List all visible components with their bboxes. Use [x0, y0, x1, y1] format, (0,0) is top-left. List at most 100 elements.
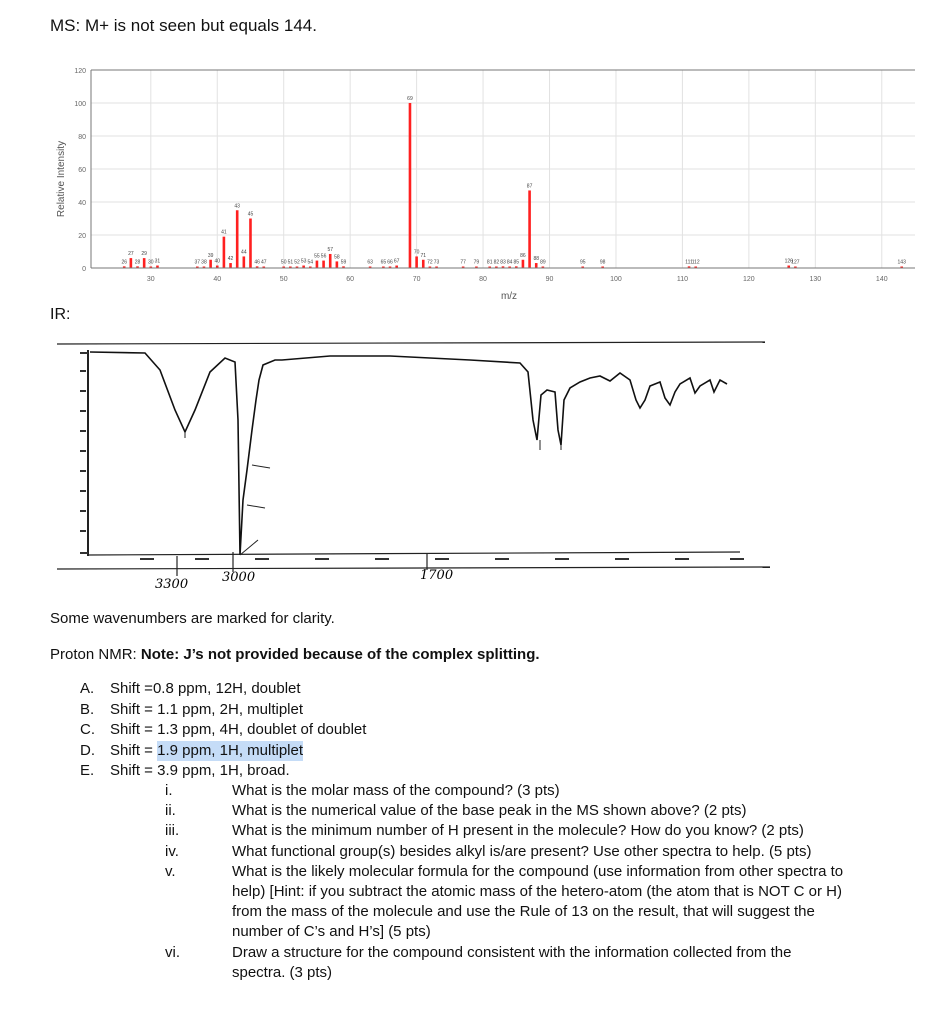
- peak-bar: [122, 266, 126, 268]
- x-tick-label: 80: [479, 276, 487, 283]
- peak-label: 45: [248, 212, 254, 218]
- x-tick-label: 90: [546, 276, 554, 283]
- nmr-signal-list: A. Shift =0.8 ppm, 12H, doublet B. Shift =…: [80, 679, 366, 782]
- peak-label: 59: [341, 259, 347, 265]
- question-item: iv. What functional group(s) besides alky…: [165, 842, 812, 860]
- nmr-note: Note: J’s not provided because of the co…: [140, 646, 540, 663]
- nmr-signal: E. Shift = 3.9 ppm, 1H, broad.: [80, 762, 290, 779]
- peak-bar: [415, 256, 418, 268]
- peak-bar: [315, 260, 319, 268]
- y-tick-label: 0: [82, 266, 86, 273]
- peak-bar: [475, 266, 478, 268]
- wavenumber-3300: 3300: [155, 577, 188, 592]
- peak-bar: [687, 266, 691, 268]
- question-item: vi. Draw a structure for the compound con…: [165, 943, 792, 981]
- peak-bar: [136, 266, 139, 268]
- peak-label: 28: [135, 259, 141, 265]
- y-tick-label: 40: [78, 200, 86, 207]
- peak-label: 143: [898, 260, 907, 266]
- peak-label: 66: [387, 260, 393, 266]
- question-item: i. What is the molar mass of the compound…: [165, 782, 560, 799]
- peak-bar: [222, 236, 226, 268]
- peak-bar: [395, 265, 398, 268]
- peak-label: 42: [228, 256, 234, 262]
- peak-bar: [302, 265, 305, 268]
- y-tick-label: 120: [74, 68, 86, 75]
- peak-bar: [601, 266, 604, 268]
- peak-label: 56: [321, 254, 327, 260]
- peak-label: 72: [427, 260, 433, 266]
- peak-label: 37: [195, 260, 201, 266]
- peak-bar: [196, 266, 199, 268]
- y-tick-label: 20: [78, 233, 86, 240]
- peak-bar: [495, 266, 498, 268]
- x-tick-label: 50: [280, 276, 288, 283]
- peak-bar: [249, 218, 252, 268]
- peak-label: 47: [261, 260, 267, 266]
- ir-note: Some wavenumbers are marked for clarity.: [50, 610, 335, 627]
- x-tick-label: 40: [213, 276, 221, 283]
- x-tick-label: 100: [610, 276, 622, 283]
- peak-bar: [342, 266, 345, 268]
- x-tick-label: 30: [147, 276, 155, 283]
- x-tick-label: 70: [413, 276, 421, 283]
- question-item: iii. What is the minimum number of H pres…: [165, 822, 804, 840]
- peak-bar: [229, 263, 232, 268]
- peak-bar: [328, 253, 332, 268]
- peak-label: 98: [600, 260, 606, 266]
- peak-label: 67: [394, 259, 400, 265]
- peak-label: 71: [420, 253, 426, 259]
- peak-label: 57: [327, 247, 333, 253]
- highlighted-text[interactable]: 1.9 ppm, 1H, multiplet: [157, 740, 304, 761]
- nmr-heading: Proton NMR: Note: J’s not provided becau…: [50, 646, 540, 663]
- peak-bar: [488, 266, 492, 268]
- peak-bar: [282, 266, 286, 268]
- peak-label: 69: [407, 96, 413, 102]
- peak-bar: [215, 265, 219, 268]
- peak-bar: [156, 265, 159, 268]
- peak-bar: [461, 266, 465, 268]
- peak-label: 112: [692, 260, 700, 266]
- peak-label: 52: [294, 260, 300, 266]
- y-tick-label: 80: [78, 134, 86, 141]
- peak-bar: [202, 266, 206, 268]
- peak-bar: [900, 266, 904, 268]
- peak-bar: [382, 266, 385, 268]
- peak-bar: [435, 266, 438, 268]
- peak-bar: [149, 266, 153, 268]
- ir-handwritten-marks: [176, 552, 428, 576]
- peak-label: 70: [414, 249, 420, 255]
- ms-heading: MS: M+ is not seen but equals 144.: [50, 16, 317, 35]
- peak-label: 30: [148, 260, 154, 266]
- peak-bar: [501, 266, 505, 268]
- peak-bar: [129, 258, 133, 268]
- peak-label: 82: [494, 260, 500, 266]
- peak-label: 51: [288, 260, 294, 266]
- peak-label: 43: [234, 203, 240, 209]
- peak-bar: [794, 266, 797, 268]
- wavenumber-3000: 3000: [222, 570, 255, 585]
- peak-label: 38: [201, 260, 207, 266]
- peak-label: 126: [785, 259, 794, 265]
- peak-label: 77: [460, 260, 466, 266]
- peak-bar: [521, 259, 525, 268]
- peak-bar: [142, 258, 146, 268]
- peak-label: 53: [301, 259, 307, 265]
- ir-spectrum-trace: [89, 351, 728, 556]
- ir-frame: [56, 341, 771, 570]
- peak-label: 95: [580, 260, 586, 266]
- peak-bar: [508, 266, 511, 268]
- peak-bar: [335, 261, 339, 268]
- x-tick-label: 110: [677, 276, 688, 283]
- peak-label: 65: [381, 260, 387, 266]
- peak-label: 46: [254, 259, 260, 265]
- ir-spectrum-image: 3300 3000 1700: [56, 341, 771, 592]
- peak-bar: [514, 266, 518, 268]
- peak-label: 127: [791, 260, 800, 266]
- nmr-signal: B. Shift = 1.1 ppm, 2H, multiplet: [80, 700, 304, 718]
- ir-heading: IR:: [50, 306, 71, 323]
- peak-bar: [541, 266, 545, 268]
- peak-bar: [255, 266, 259, 268]
